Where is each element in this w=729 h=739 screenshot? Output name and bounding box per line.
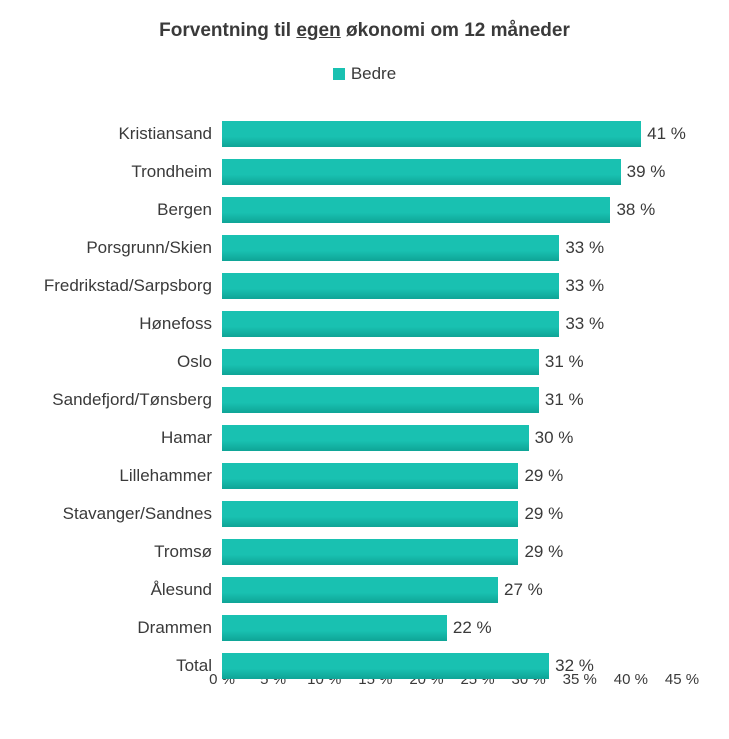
value-label: 39 % <box>627 162 666 182</box>
category-label: Hønefoss <box>0 314 212 334</box>
value-label: 31 % <box>545 352 584 372</box>
value-label: 32 % <box>555 656 594 676</box>
bar <box>222 311 559 337</box>
bar <box>222 235 559 261</box>
bar-track: 38 % <box>222 197 682 223</box>
bar-row: Hamar 30 % <box>0 419 729 457</box>
bar-track: 29 % <box>222 463 682 489</box>
bar-track: 27 % <box>222 577 682 603</box>
value-label: 33 % <box>565 238 604 258</box>
bar-row: Oslo 31 % <box>0 343 729 381</box>
bar-row: Bergen 38 % <box>0 191 729 229</box>
value-label: 29 % <box>524 504 563 524</box>
category-label: Tromsø <box>0 542 212 562</box>
legend-label: Bedre <box>351 64 396 83</box>
bar <box>222 349 539 375</box>
bar-row: Total 32 % <box>0 647 729 685</box>
category-label: Stavanger/Sandnes <box>0 504 212 524</box>
bar <box>222 121 641 147</box>
value-label: 31 % <box>545 390 584 410</box>
value-label: 27 % <box>504 580 543 600</box>
chart-container: Forventning til egen økonomi om 12 måned… <box>0 0 729 739</box>
bar-row: Lillehammer 29 % <box>0 457 729 495</box>
legend-swatch <box>333 68 345 80</box>
legend: Bedre <box>0 64 729 84</box>
category-label: Trondheim <box>0 162 212 182</box>
value-label: 22 % <box>453 618 492 638</box>
bar-track: 30 % <box>222 425 682 451</box>
bar-track: 29 % <box>222 501 682 527</box>
category-label: Bergen <box>0 200 212 220</box>
chart-title-prefix: Forventning til <box>159 20 296 41</box>
bar <box>222 577 498 603</box>
bar <box>222 463 518 489</box>
category-label: Ålesund <box>0 580 212 600</box>
chart-title-suffix: økonomi om 12 måneder <box>341 20 570 41</box>
category-label: Drammen <box>0 618 212 638</box>
bar <box>222 615 447 641</box>
bar-row: Hønefoss 33 % <box>0 305 729 343</box>
value-label: 29 % <box>524 542 563 562</box>
bar-row: Stavanger/Sandnes 29 % <box>0 495 729 533</box>
category-label: Hamar <box>0 428 212 448</box>
bar-row: Kristiansand 41 % <box>0 115 729 153</box>
bar-track: 32 % <box>222 653 682 679</box>
bar <box>222 653 549 679</box>
category-label: Lillehammer <box>0 466 212 486</box>
bar-track: 29 % <box>222 539 682 565</box>
bar-track: 33 % <box>222 273 682 299</box>
bar-row: Trondheim 39 % <box>0 153 729 191</box>
value-label: 30 % <box>535 428 574 448</box>
category-label: Total <box>0 656 212 676</box>
category-label: Kristiansand <box>0 124 212 144</box>
value-label: 29 % <box>524 466 563 486</box>
bar <box>222 539 518 565</box>
value-label: 38 % <box>616 200 655 220</box>
bar <box>222 425 529 451</box>
bar <box>222 501 518 527</box>
bar-row: Ålesund 27 % <box>0 571 729 609</box>
bar-track: 39 % <box>222 159 682 185</box>
bar <box>222 387 539 413</box>
category-label: Porsgrunn/Skien <box>0 238 212 258</box>
bar-row: Porsgrunn/Skien 33 % <box>0 229 729 267</box>
category-label: Sandefjord/Tønsberg <box>0 390 212 410</box>
chart-title: Forventning til egen økonomi om 12 måned… <box>0 20 729 42</box>
category-label: Oslo <box>0 352 212 372</box>
bar-track: 33 % <box>222 235 682 261</box>
bar <box>222 159 621 185</box>
bar <box>222 273 559 299</box>
bar-row: Tromsø 29 % <box>0 533 729 571</box>
bar-track: 31 % <box>222 349 682 375</box>
bar-track: 41 % <box>222 121 682 147</box>
bar-track: 31 % <box>222 387 682 413</box>
bar-track: 33 % <box>222 311 682 337</box>
bar-row: Fredrikstad/Sarpsborg 33 % <box>0 267 729 305</box>
chart-title-underlined: egen <box>296 20 340 41</box>
value-label: 33 % <box>565 276 604 296</box>
category-label: Fredrikstad/Sarpsborg <box>0 276 212 296</box>
bar-row: Sandefjord/Tønsberg 31 % <box>0 381 729 419</box>
bar-row: Drammen 22 % <box>0 609 729 647</box>
value-label: 33 % <box>565 314 604 334</box>
bar-track: 22 % <box>222 615 682 641</box>
value-label: 41 % <box>647 124 686 144</box>
plot-area: 0 %5 %10 %15 %20 %25 %30 %35 %40 %45 % K… <box>0 105 729 705</box>
bar <box>222 197 610 223</box>
